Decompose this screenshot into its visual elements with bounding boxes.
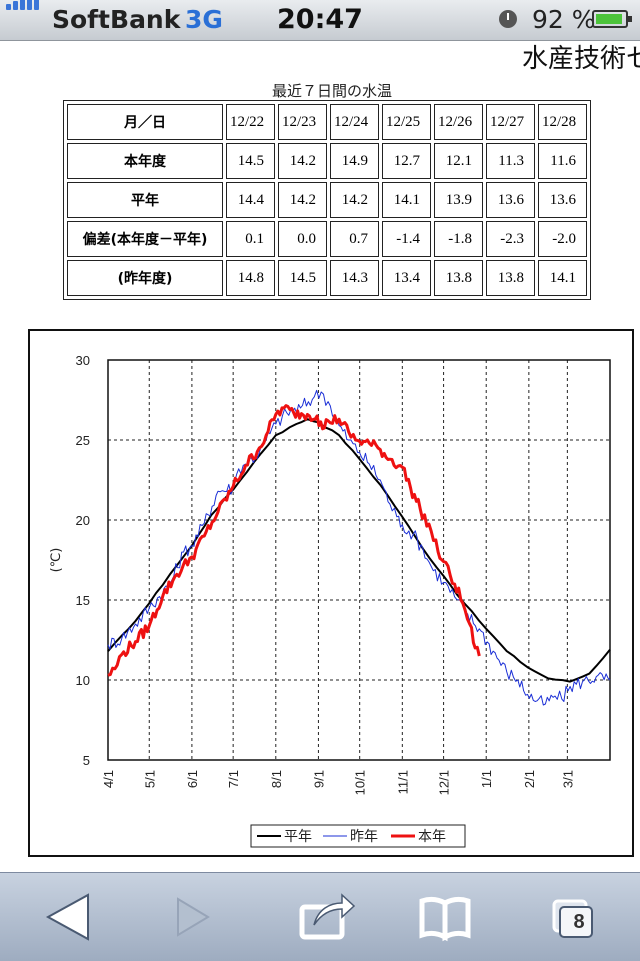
table-date-cell: 12/27 bbox=[486, 104, 535, 140]
x-tick-label: 3/1 bbox=[560, 770, 575, 788]
x-tick-label: 9/1 bbox=[311, 770, 326, 788]
table-value-cell: 14.3 bbox=[330, 260, 379, 296]
table-row: (昨年度) 14.8 14.5 14.3 13.4 13.8 13.8 14.1 bbox=[67, 260, 587, 296]
table-value-cell: 14.5 bbox=[226, 143, 275, 179]
table-date-cell: 12/23 bbox=[278, 104, 327, 140]
table-value-cell: 14.2 bbox=[330, 182, 379, 218]
table-value-cell: 12.7 bbox=[382, 143, 431, 179]
table-value-cell: 14.5 bbox=[278, 260, 327, 296]
y-tick-label: 25 bbox=[76, 433, 90, 448]
x-tick-label: 11/1 bbox=[395, 770, 410, 794]
table-row-label: 本年度 bbox=[67, 143, 223, 179]
table-date-cell: 12/28 bbox=[538, 104, 587, 140]
back-button[interactable] bbox=[10, 873, 120, 961]
table-value-cell: 14.8 bbox=[226, 260, 275, 296]
battery-percent: 92 % bbox=[532, 5, 596, 34]
table-date-cell: 12/26 bbox=[434, 104, 483, 140]
network-type: 3G bbox=[185, 5, 223, 34]
table-row: 偏差(本年度－平年) 0.1 0.0 0.7 -1.4 -1.8 -2.3 -2.0 bbox=[67, 221, 587, 257]
x-tick-label: 4/1 bbox=[101, 770, 116, 788]
x-tick-label: 2/1 bbox=[522, 770, 537, 788]
table-value-cell: 14.4 bbox=[226, 182, 275, 218]
legend-box bbox=[250, 824, 466, 848]
table-value-cell: 11.3 bbox=[486, 143, 535, 179]
table-value-cell: -2.0 bbox=[538, 221, 587, 257]
tabs-button[interactable]: 8 bbox=[520, 873, 630, 961]
table-date-cell: 12/22 bbox=[226, 104, 275, 140]
table-date-cell: 12/25 bbox=[382, 104, 431, 140]
table-value-cell: 14.1 bbox=[382, 182, 431, 218]
table-value-cell: 13.6 bbox=[486, 182, 535, 218]
y-tick-label: 10 bbox=[76, 673, 90, 688]
table-value-cell: -2.3 bbox=[486, 221, 535, 257]
table-row: 平年 14.4 14.2 14.2 14.1 13.9 13.6 13.6 bbox=[67, 182, 587, 218]
x-tick-label: 10/1 bbox=[353, 770, 368, 795]
table-row-label: 偏差(本年度－平年) bbox=[67, 221, 223, 257]
table-row-label: 平年 bbox=[67, 182, 223, 218]
back-arrow-icon bbox=[45, 893, 89, 941]
series-line-this-year bbox=[107, 404, 481, 677]
tabs-icon bbox=[552, 899, 593, 938]
table-value-cell: 12.1 bbox=[434, 143, 483, 179]
legend-label: 本年 bbox=[418, 829, 446, 845]
legend-label: 平年 bbox=[284, 829, 312, 845]
legend-label: 昨年 bbox=[350, 829, 378, 845]
table-value-cell: -1.4 bbox=[382, 221, 431, 257]
y-axis-label: (℃) bbox=[49, 548, 64, 573]
y-tick-label: 20 bbox=[76, 513, 90, 528]
y-tick-label: 15 bbox=[76, 593, 90, 608]
bookmarks-book-icon bbox=[419, 896, 471, 942]
water-temperature-chart: 5 10 15 20 25 30 4/1 5/1 6/1 7/1 8/1 9/1 10/1 11/1 12/… bbox=[28, 329, 634, 857]
bookmarks-button[interactable] bbox=[390, 873, 500, 961]
table-value-cell: 11.6 bbox=[538, 143, 587, 179]
x-tick-label: 12/1 bbox=[437, 770, 452, 795]
table-value-cell: 0.1 bbox=[226, 221, 275, 257]
site-title: 水産技術セ bbox=[522, 44, 640, 74]
table-row-label: (昨年度) bbox=[67, 260, 223, 296]
table-value-cell: 13.8 bbox=[486, 260, 535, 296]
table-header-row: 月／日 12/22 12/23 12/24 12/25 12/26 12/27 12/28 bbox=[67, 104, 587, 140]
table-value-cell: 13.4 bbox=[382, 260, 431, 296]
x-tick-label: 6/1 bbox=[185, 770, 200, 788]
table-value-cell: -1.8 bbox=[434, 221, 483, 257]
table-value-cell: 14.2 bbox=[278, 182, 327, 218]
forward-arrow-icon bbox=[177, 897, 210, 937]
browser-toolbar: 8 bbox=[0, 872, 640, 961]
water-temperature-table: 月／日 12/22 12/23 12/24 12/25 12/26 12/27 12/28 本年… bbox=[63, 100, 591, 300]
table-value-cell: 0.7 bbox=[330, 221, 379, 257]
carrier-name: SoftBank bbox=[52, 5, 181, 34]
tabs-count: 8 bbox=[573, 911, 585, 933]
table-value-cell: 13.8 bbox=[434, 260, 483, 296]
y-tick-label: 5 bbox=[83, 753, 90, 768]
status-time: 20:47 bbox=[277, 4, 363, 35]
status-bar: SoftBank 3G 20:47 92 % bbox=[0, 0, 640, 41]
table-value-cell: 13.6 bbox=[538, 182, 587, 218]
x-tick-label: 8/1 bbox=[269, 770, 284, 788]
y-tick-label: 30 bbox=[76, 353, 90, 368]
table-value-cell: 14.2 bbox=[278, 143, 327, 179]
x-tick-label: 5/1 bbox=[142, 770, 157, 788]
share-icon bbox=[299, 893, 356, 940]
series-line-last-year bbox=[107, 389, 611, 706]
table-value-cell: 0.0 bbox=[278, 221, 327, 257]
table-value-cell: 13.9 bbox=[434, 182, 483, 218]
table-header-label: 月／日 bbox=[67, 104, 223, 140]
battery-icon bbox=[592, 10, 632, 28]
table-date-cell: 12/24 bbox=[330, 104, 379, 140]
chart-svg: 5 10 15 20 25 30 4/1 5/1 6/1 7/1 8/1 9/1 10/1 11/1 12/… bbox=[49, 353, 611, 848]
plot-area bbox=[107, 359, 611, 761]
series-line-normal bbox=[107, 418, 611, 683]
forward-button[interactable] bbox=[136, 873, 246, 961]
x-tick-label: 1/1 bbox=[479, 770, 494, 788]
alarm-clock-icon bbox=[499, 10, 517, 28]
share-button[interactable] bbox=[270, 873, 380, 961]
table-value-cell: 14.9 bbox=[330, 143, 379, 179]
table-value-cell: 14.1 bbox=[538, 260, 587, 296]
table-row: 本年度 14.5 14.2 14.9 12.7 12.1 11.3 11.6 bbox=[67, 143, 587, 179]
x-tick-label: 7/1 bbox=[226, 770, 241, 788]
table-caption: 最近７日間の水温 bbox=[271, 82, 392, 100]
